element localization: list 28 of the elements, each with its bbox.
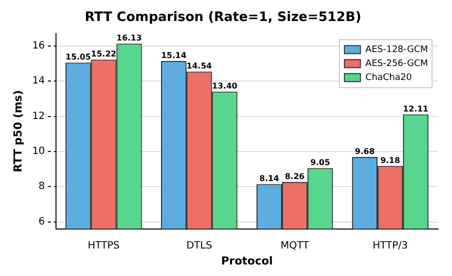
data-label: 15.05: [66, 52, 92, 62]
y-tick-label: 10: [32, 146, 45, 158]
data-label: 8.14: [259, 174, 280, 184]
data-label: 8.26: [284, 172, 306, 182]
x-tick-label: HTTP/3: [372, 240, 408, 252]
y-tick-label: 6: [38, 216, 45, 228]
y-tick-label: 12: [32, 110, 45, 122]
chart-title: RTT Comparison (Rate=1, Size=512B): [84, 10, 362, 26]
y-tick-label: 8: [38, 181, 45, 192]
data-label: 15.22: [91, 50, 116, 59]
data-label: 12.11: [403, 104, 429, 114]
data-label: 9.18: [380, 156, 401, 165]
y-axis-title: RTT p50 (ms): [11, 90, 24, 172]
legend-label: AES-128-GCM: [365, 44, 428, 55]
legend-label: AES-256-GCM: [365, 58, 428, 69]
y-tick-label: 16: [32, 40, 45, 52]
legend-label: ChaCha20: [365, 72, 412, 83]
x-tick-label: HTTPS: [88, 240, 120, 252]
data-label: 13.40: [212, 82, 238, 91]
data-label: 9.68: [354, 147, 376, 156]
x-tick-label: DTLS: [186, 240, 212, 252]
data-label: 16.13: [116, 34, 142, 43]
data-label: 14.54: [186, 62, 212, 71]
x-tick-label: MQTT: [280, 240, 310, 252]
y-tick-label: 14: [32, 76, 45, 87]
x-axis-title: Protocol: [221, 254, 273, 268]
data-label: 15.14: [161, 51, 187, 60]
data-label: 9.05: [310, 158, 330, 168]
